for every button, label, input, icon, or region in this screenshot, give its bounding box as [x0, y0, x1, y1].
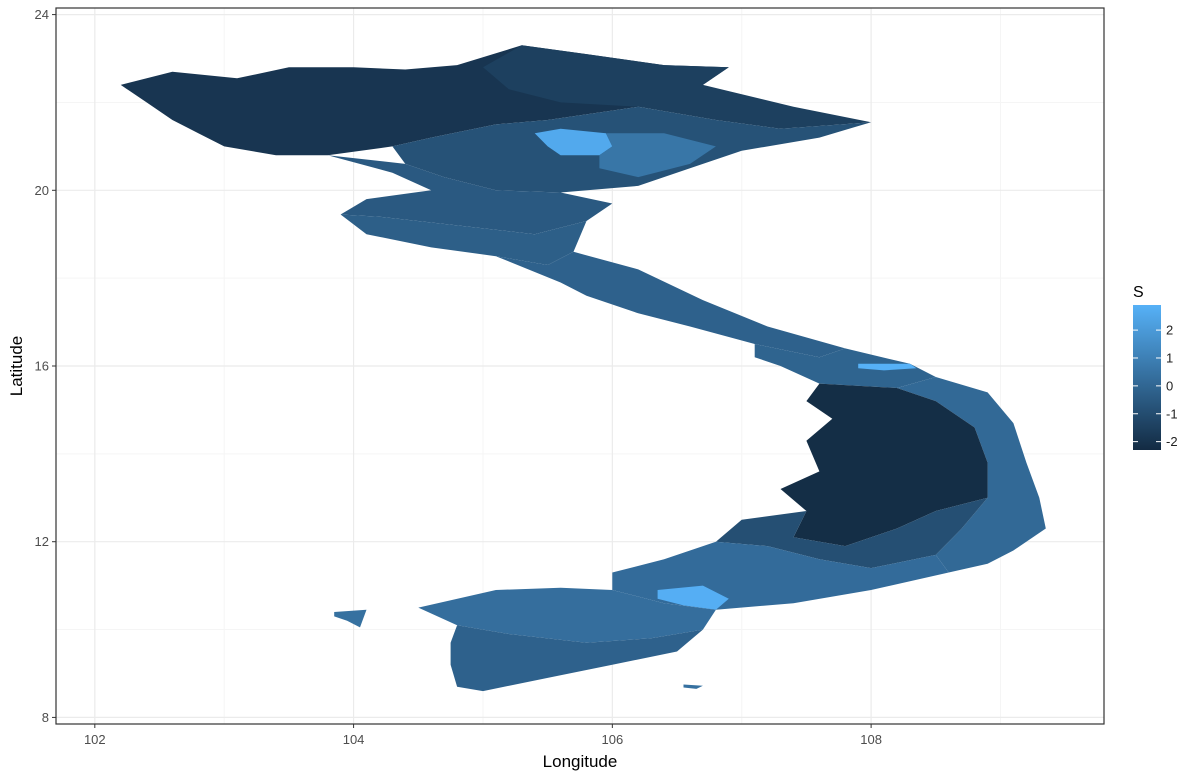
y-tick-label: 16	[35, 359, 49, 374]
region-phu-quoc	[334, 609, 367, 628]
y-tick-label: 20	[35, 183, 49, 198]
legend-tick-label: 1	[1166, 350, 1173, 365]
x-axis-title: Longitude	[543, 752, 618, 771]
legend-ticks: 2 1 0 -1 -2	[1133, 323, 1178, 449]
legend-title: S	[1133, 284, 1144, 301]
region-dak-lak-lam-dong	[715, 497, 988, 569]
legend-tick-label: 2	[1166, 323, 1173, 338]
region-central-coast-south	[897, 377, 1046, 573]
y-axis-ticks: 8 12 16 20 24	[35, 7, 56, 725]
y-tick-label: 24	[35, 7, 49, 22]
y-axis-title: Latitude	[7, 336, 26, 397]
region-thanh-hoa	[327, 155, 613, 235]
y-tick-label: 8	[42, 710, 49, 725]
region-mekong-delta-south	[450, 625, 703, 692]
map-regions	[120, 45, 1046, 692]
region-nghe-an	[340, 214, 587, 265]
region-hanoi	[534, 128, 613, 156]
region-mekong-delta-north	[418, 587, 716, 643]
legend-tick-label: 0	[1166, 378, 1173, 393]
x-tick-label: 108	[860, 732, 882, 747]
region-ho-chi-minh-city	[657, 585, 729, 610]
x-tick-label: 102	[84, 732, 106, 747]
x-tick-label: 104	[343, 732, 365, 747]
region-northeast-border	[483, 45, 872, 129]
y-tick-label: 12	[35, 534, 49, 549]
region-da-nang-city	[858, 363, 917, 371]
legend-colorbar	[1133, 305, 1161, 450]
x-tick-label: 106	[601, 732, 623, 747]
legend-tick-label: -1	[1166, 406, 1178, 421]
region-hue-danang	[754, 344, 936, 388]
region-red-river-delta	[599, 133, 716, 178]
legend-tick-label: -2	[1166, 434, 1178, 449]
region-central-highlands	[780, 383, 988, 547]
x-axis-ticks: 102 104 106 108	[84, 724, 882, 747]
region-con-son	[683, 684, 703, 689]
color-legend: S 2 1 0 -1 -2	[1133, 284, 1178, 450]
region-north-central-coast	[495, 251, 846, 358]
